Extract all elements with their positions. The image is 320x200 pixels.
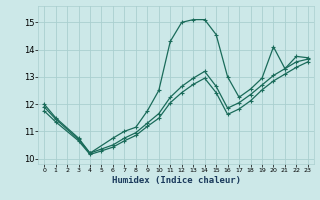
X-axis label: Humidex (Indice chaleur): Humidex (Indice chaleur) [111, 176, 241, 185]
